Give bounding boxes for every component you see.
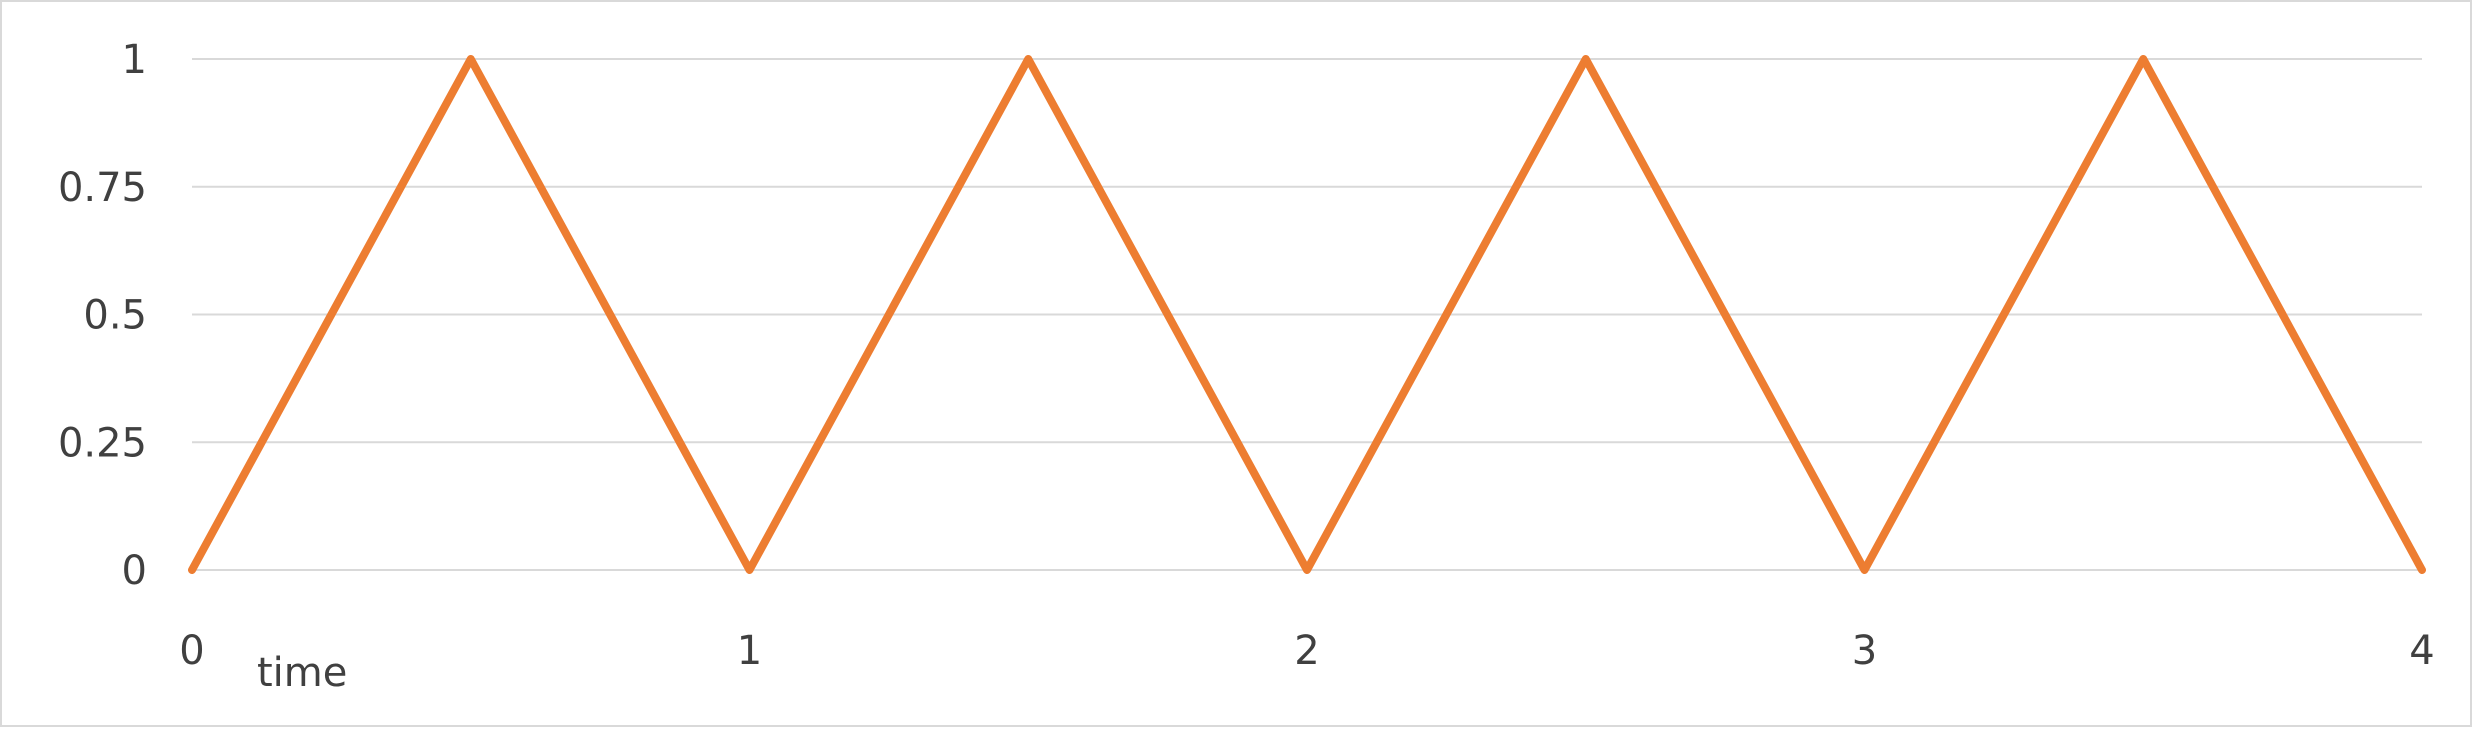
x-tick-label: 0	[179, 628, 204, 674]
y-axis: 0 0.25 0.5 0.75 1	[58, 37, 147, 594]
x-tick-label: 3	[1852, 628, 1877, 674]
y-tick-label: 0.25	[58, 420, 147, 466]
y-tick-label: 0.75	[58, 165, 147, 211]
y-tick-label: 0	[122, 548, 147, 594]
y-tick-label: 1	[122, 37, 147, 83]
x-tick-label: 2	[1294, 628, 1319, 674]
x-axis: 0 1 2 3 4	[179, 628, 2434, 674]
x-axis-title: time	[257, 650, 347, 696]
x-tick-label: 4	[2409, 628, 2434, 674]
x-tick-label: 1	[737, 628, 762, 674]
y-tick-label: 0.5	[83, 293, 147, 339]
gridlines	[192, 59, 2422, 570]
